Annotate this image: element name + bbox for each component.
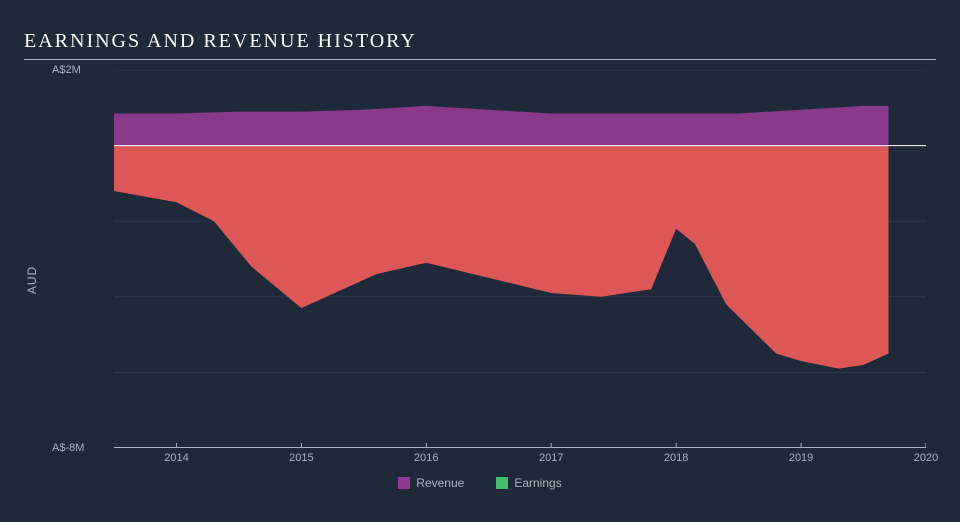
plot-svg [114, 70, 926, 448]
legend-item-revenue: Revenue [398, 476, 464, 490]
title-rule [24, 59, 936, 60]
chart-title: EARNINGS AND REVENUE HISTORY [24, 30, 936, 53]
y-axis-label: AUD [25, 266, 39, 294]
x-tick-label: 2014 [164, 452, 188, 464]
y-tick-label: A$-8M [52, 442, 84, 454]
legend-label-earnings: Earnings [514, 476, 561, 490]
x-tick-label: 2015 [289, 452, 313, 464]
legend-item-earnings: Earnings [496, 476, 561, 490]
legend-label-revenue: Revenue [416, 476, 464, 490]
chart-container: EARNINGS AND REVENUE HISTORY AUD A$2M A$-… [0, 0, 960, 522]
plot-area [114, 70, 926, 448]
legend: Revenue Earnings [24, 476, 936, 490]
legend-swatch-revenue [398, 477, 410, 489]
x-tick-label: 2016 [414, 452, 438, 464]
x-tick-label: 2017 [539, 452, 563, 464]
x-tick-label: 2020 [914, 452, 938, 464]
legend-swatch-earnings [496, 477, 508, 489]
y-tick-label: A$2M [52, 64, 81, 76]
chart-wrap: AUD A$2MA$-8M 20142015201620172018201920… [24, 70, 936, 490]
x-ticks: 2014201520162017201820192020 [114, 452, 926, 468]
x-tick-label: 2018 [664, 452, 688, 464]
x-tick-label: 2019 [789, 452, 813, 464]
